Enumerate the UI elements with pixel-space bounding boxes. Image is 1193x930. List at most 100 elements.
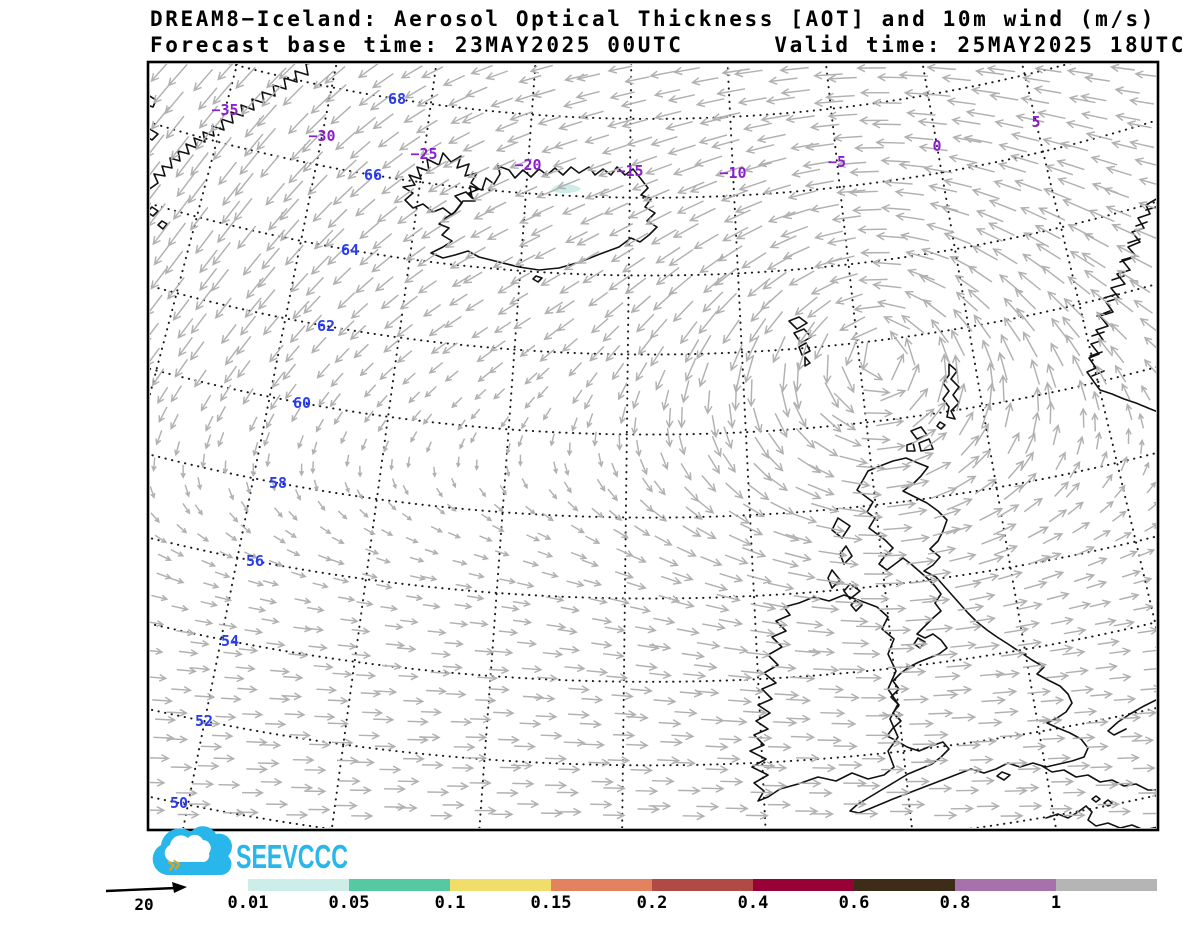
wind-arrow bbox=[603, 202, 629, 215]
wind-arrow bbox=[265, 413, 275, 429]
wind-arrow bbox=[804, 142, 835, 151]
wind-arrow bbox=[1004, 758, 1028, 768]
coastline bbox=[918, 438, 934, 452]
wind-arrow bbox=[421, 575, 438, 582]
wind-arrow bbox=[818, 685, 845, 694]
wind-arrow bbox=[591, 640, 613, 649]
wind-arrow bbox=[711, 111, 741, 122]
wind-arrow bbox=[566, 580, 585, 588]
wind-arrow bbox=[688, 207, 716, 222]
latitude-label: 58 bbox=[269, 474, 287, 492]
wind-arrow bbox=[540, 273, 561, 286]
wind-arrow bbox=[336, 159, 357, 179]
wind-arrow bbox=[509, 158, 533, 170]
wind-arrow bbox=[379, 366, 394, 381]
wind-arrow bbox=[923, 432, 948, 450]
wind-arrow bbox=[525, 505, 536, 515]
wind-arrow bbox=[1067, 276, 1091, 295]
wind-reference-value: 20 bbox=[134, 895, 153, 914]
wind-arrow bbox=[1077, 379, 1087, 401]
coastline bbox=[798, 342, 811, 356]
wind-arrow bbox=[430, 811, 453, 820]
wind-arrow bbox=[1017, 271, 1042, 291]
wind-arrow bbox=[1069, 250, 1095, 268]
wind-arrow bbox=[1115, 245, 1140, 258]
wind-arrow bbox=[1102, 473, 1113, 489]
wind-arrow bbox=[635, 439, 642, 458]
wind-arrow bbox=[932, 526, 961, 537]
wind-arrow bbox=[586, 161, 612, 172]
wind-arrow bbox=[561, 203, 586, 216]
wind-arrow bbox=[474, 459, 480, 471]
wind-arrow bbox=[780, 225, 809, 238]
wind-arrow bbox=[854, 143, 884, 153]
wind-arrow bbox=[605, 345, 621, 362]
colorbar-segment bbox=[753, 879, 854, 891]
wind-arrow bbox=[568, 710, 591, 719]
wind-arrow bbox=[430, 342, 447, 355]
wind-arrow bbox=[1080, 93, 1107, 102]
wind-arrow bbox=[672, 300, 694, 323]
longitude-label: 0 bbox=[932, 137, 941, 155]
wind-arrow bbox=[1134, 157, 1156, 166]
wind-arrow bbox=[1120, 732, 1144, 741]
wind-arrow bbox=[609, 597, 631, 606]
wind-arrow bbox=[452, 763, 475, 773]
wind-arrow bbox=[417, 252, 438, 267]
wind-arrow bbox=[905, 249, 934, 261]
wind-arrow bbox=[327, 208, 348, 229]
wind-arrow bbox=[710, 415, 720, 439]
wind-arrow bbox=[506, 132, 530, 144]
wind-arrow bbox=[797, 779, 822, 788]
wind-arrow bbox=[420, 66, 444, 79]
wind-arrow bbox=[176, 666, 197, 675]
wind-arrow bbox=[311, 441, 318, 456]
wind-arrow bbox=[635, 313, 655, 333]
wind-arrow bbox=[1113, 296, 1134, 313]
wind-arrow bbox=[470, 64, 493, 76]
wind-arrow bbox=[479, 535, 493, 542]
wind-arrow bbox=[291, 571, 307, 579]
wind-arrow bbox=[222, 182, 241, 207]
wind-arrow bbox=[402, 372, 416, 385]
wind-arrow bbox=[498, 628, 519, 637]
wind-arrow bbox=[584, 394, 594, 410]
wind-arrow bbox=[1046, 400, 1055, 424]
wind-arrow bbox=[517, 454, 523, 467]
wind-arrow bbox=[548, 488, 558, 500]
wind-arrow bbox=[531, 205, 555, 217]
wind-arrow bbox=[1065, 333, 1081, 357]
wind-arrow bbox=[780, 389, 791, 418]
wind-arrow bbox=[883, 684, 910, 694]
wind-arrow bbox=[785, 695, 812, 705]
wind-arrow bbox=[986, 64, 1016, 74]
colorbar-segment bbox=[349, 879, 450, 891]
wind-arrow bbox=[294, 597, 312, 605]
wind-arrow bbox=[793, 594, 822, 603]
wind-arrow bbox=[607, 65, 633, 74]
wind-arrow bbox=[355, 671, 377, 680]
wind-arrow bbox=[958, 765, 983, 775]
wind-arrow bbox=[741, 668, 766, 678]
latitude-label: 66 bbox=[364, 166, 382, 184]
wind-arrow bbox=[1103, 187, 1130, 199]
wind-arrow bbox=[676, 627, 700, 636]
wind-arrow bbox=[882, 178, 913, 187]
wind-arrow bbox=[1060, 140, 1089, 152]
wind-arrow bbox=[293, 625, 313, 633]
wind-arrow bbox=[676, 546, 697, 557]
wind-arrow bbox=[875, 578, 905, 588]
wind-arrow bbox=[1097, 337, 1114, 357]
wind-arrow bbox=[750, 628, 776, 638]
wind-arrow bbox=[150, 778, 166, 787]
wind-arrow bbox=[946, 97, 976, 106]
wind-arrow bbox=[719, 572, 744, 583]
wind-arrow bbox=[927, 545, 957, 555]
wind-arrow bbox=[1099, 500, 1115, 514]
wind-arrow bbox=[442, 155, 465, 168]
wind-arrow bbox=[946, 497, 973, 511]
coastline bbox=[1091, 370, 1105, 377]
wind-arrow bbox=[380, 294, 399, 310]
wind-arrow bbox=[485, 70, 509, 81]
wind-arrow bbox=[1033, 386, 1042, 412]
